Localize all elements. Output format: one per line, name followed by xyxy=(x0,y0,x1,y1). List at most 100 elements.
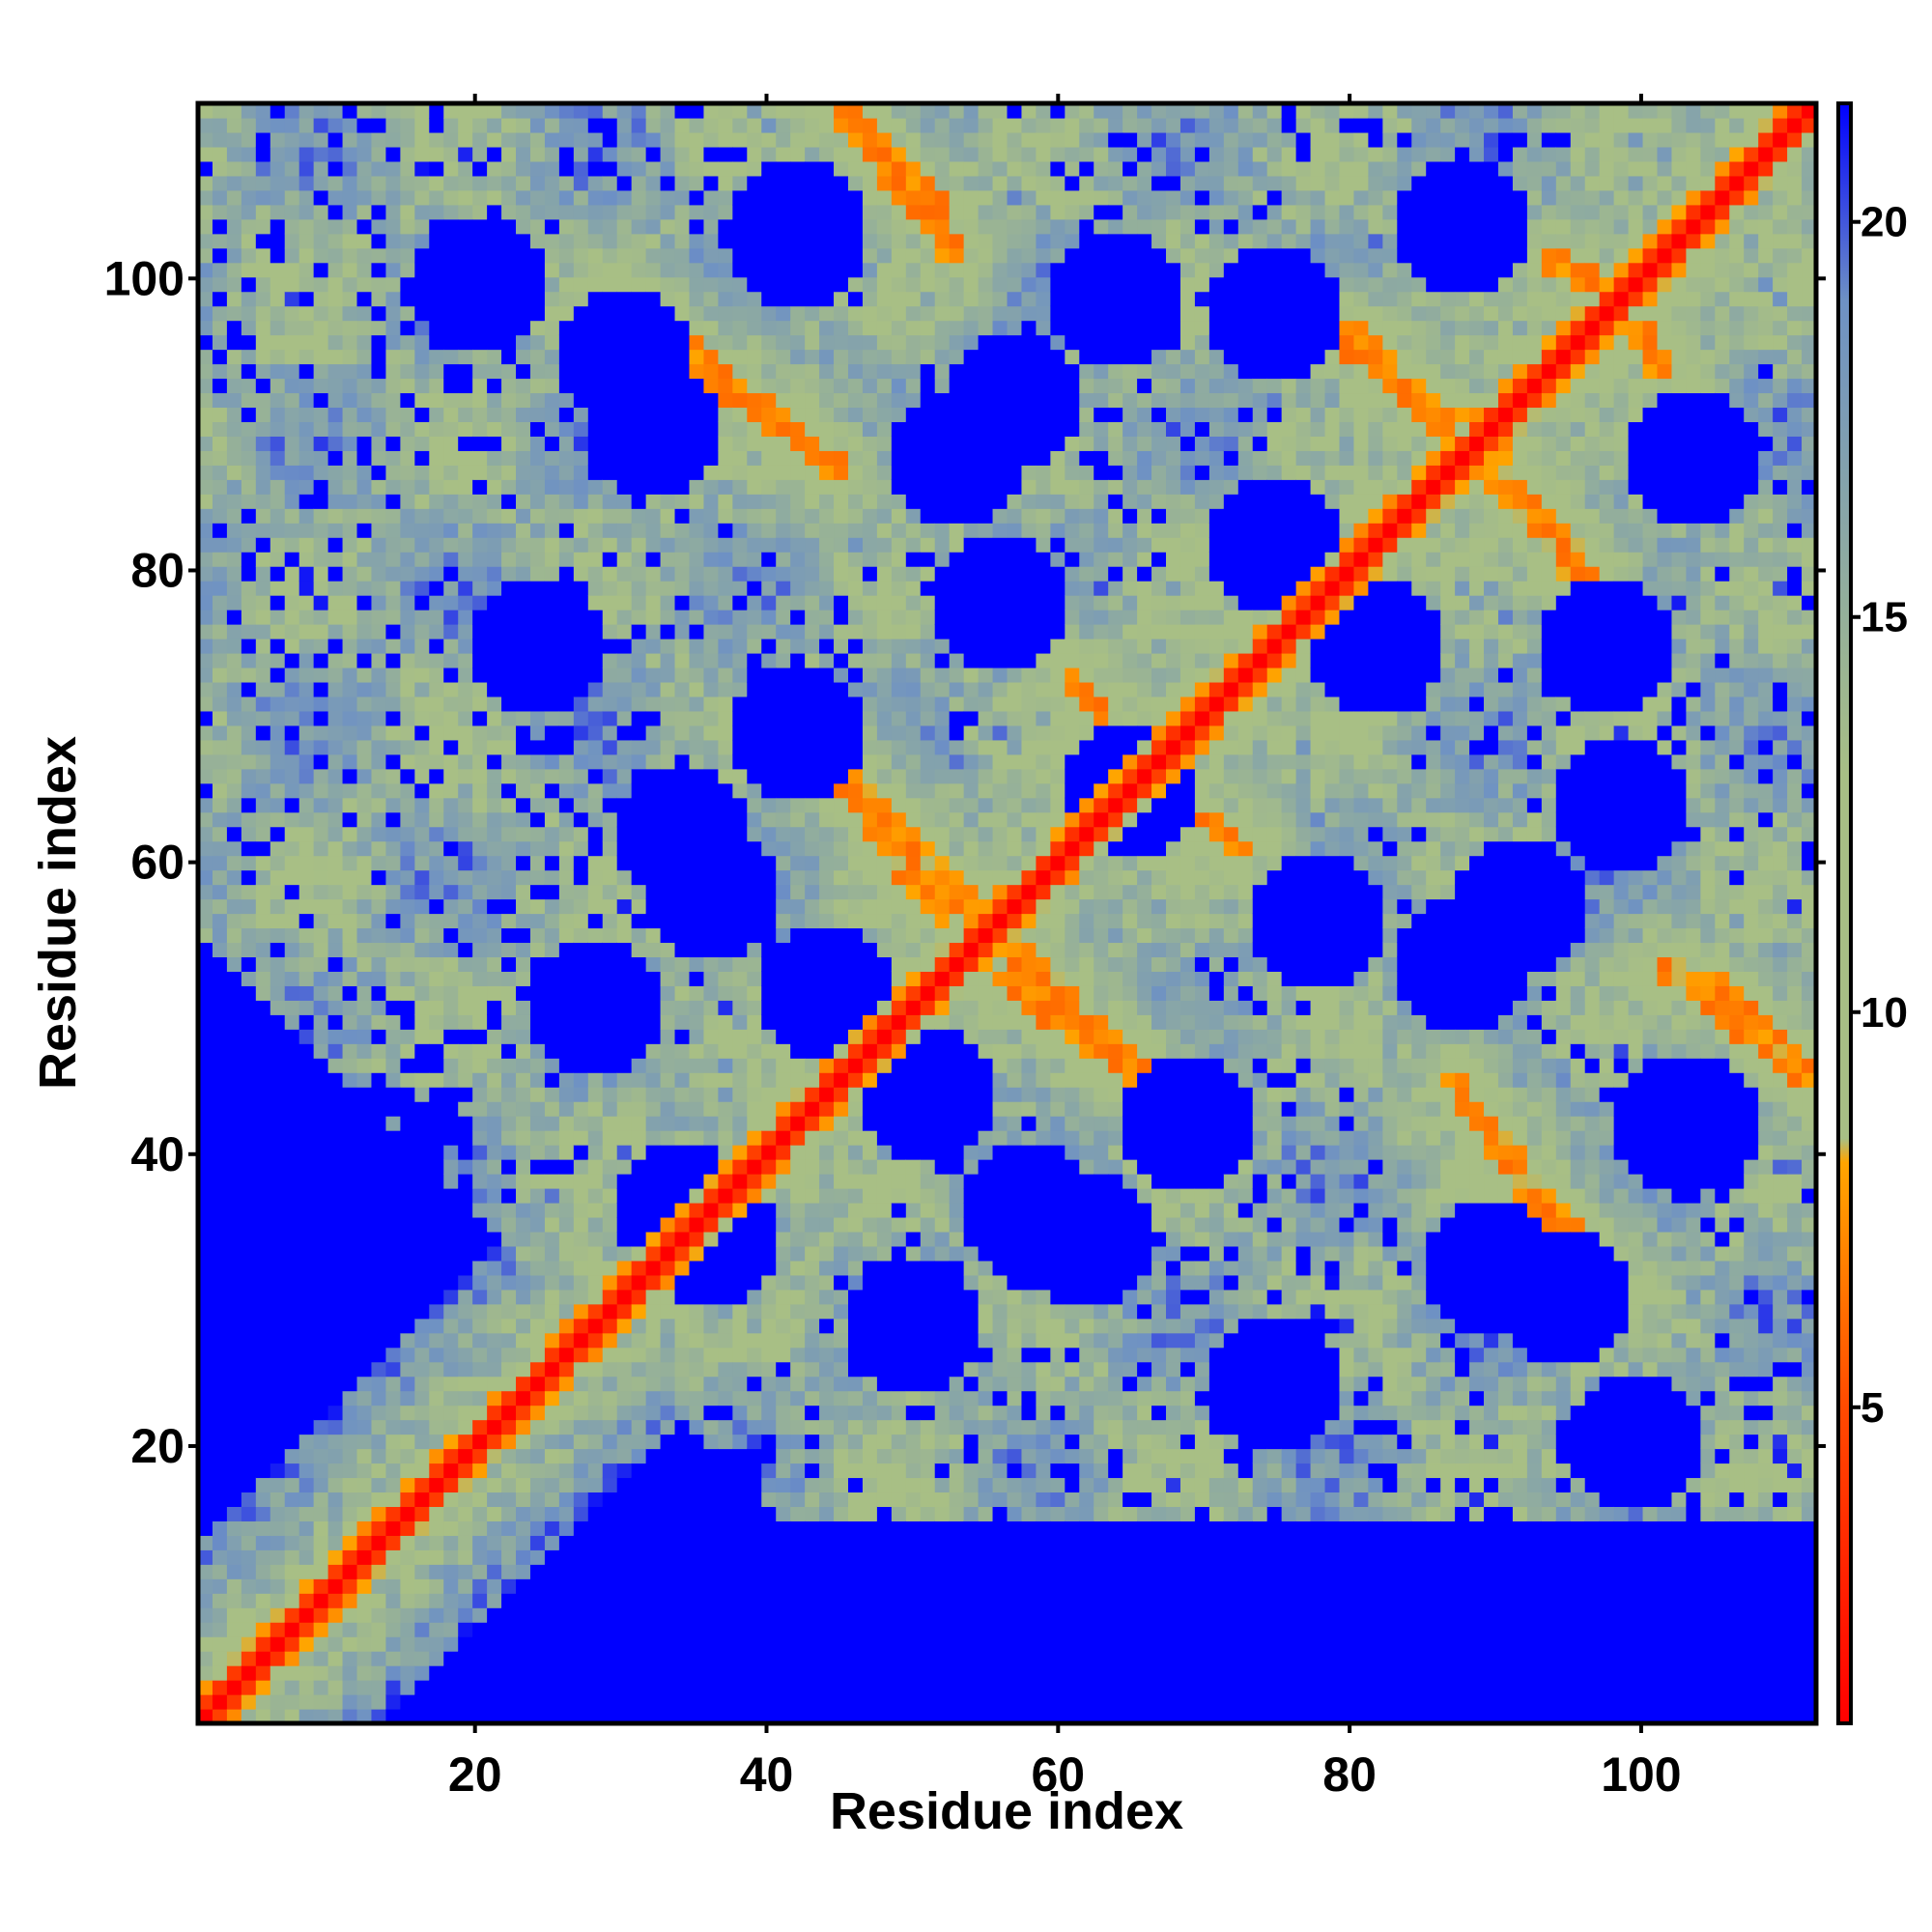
heatmap-cell xyxy=(356,566,373,582)
heatmap-cell xyxy=(443,1390,459,1406)
heatmap-cell xyxy=(327,1000,344,1015)
heatmap-cell xyxy=(371,884,387,900)
heatmap-cell xyxy=(718,537,733,553)
heatmap-cell xyxy=(674,494,691,509)
heatmap-cell xyxy=(356,913,373,929)
heatmap-cell xyxy=(327,1578,344,1594)
heatmap-cell xyxy=(660,1101,676,1117)
heatmap-cell xyxy=(487,160,502,177)
heatmap-cell xyxy=(819,639,835,654)
heatmap-cell xyxy=(212,1289,228,1305)
heatmap-cell xyxy=(529,218,546,235)
heatmap-cell xyxy=(255,1318,271,1334)
heatmap-cell xyxy=(385,1216,401,1233)
heatmap-cell xyxy=(313,1058,329,1073)
heatmap-cell xyxy=(284,942,300,958)
heatmap-cell xyxy=(385,305,401,322)
heatmap-cell xyxy=(616,1405,633,1421)
heatmap-cell xyxy=(400,942,415,958)
heatmap-cell xyxy=(298,1101,315,1117)
heatmap-cell xyxy=(747,739,762,755)
heatmap-cell xyxy=(472,305,488,322)
heatmap-cell xyxy=(689,1651,705,1666)
heatmap-cell xyxy=(284,1622,300,1637)
heatmap-cell xyxy=(487,1419,502,1435)
heatmap-cell xyxy=(805,1607,820,1623)
heatmap-cell xyxy=(776,595,791,611)
heatmap-cell xyxy=(718,1361,733,1378)
heatmap-cell xyxy=(674,797,691,813)
heatmap-cell xyxy=(400,971,415,986)
heatmap-cell xyxy=(400,1434,415,1450)
heatmap-cell xyxy=(327,1419,344,1435)
heatmap-cell xyxy=(226,160,242,177)
heatmap-cell xyxy=(313,1130,329,1146)
heatmap-cell xyxy=(212,552,228,567)
heatmap-cell xyxy=(573,610,589,625)
heatmap-cell xyxy=(241,1405,257,1421)
heatmap-cell xyxy=(212,1680,228,1695)
heatmap-cell xyxy=(472,189,488,206)
heatmap-cell xyxy=(313,131,329,148)
heatmap-cell xyxy=(198,1087,213,1102)
heatmap-cell xyxy=(385,247,401,264)
heatmap-cell xyxy=(284,1087,300,1102)
heatmap-cell xyxy=(414,1419,430,1435)
heatmap-cell xyxy=(703,349,719,365)
heatmap-cell xyxy=(342,1376,358,1392)
heatmap-cell xyxy=(516,624,531,639)
heatmap-cell xyxy=(371,1549,387,1565)
heatmap-cell xyxy=(429,1390,444,1406)
heatmap-cell xyxy=(226,1216,242,1233)
heatmap-cell xyxy=(429,436,444,451)
heatmap-cell xyxy=(660,305,676,322)
heatmap-cell xyxy=(703,1607,719,1623)
heatmap-cell xyxy=(761,855,777,871)
heatmap-cell xyxy=(616,117,633,133)
heatmap-cell xyxy=(573,1578,589,1594)
heatmap-cell xyxy=(544,305,560,322)
heatmap-cell xyxy=(631,595,647,611)
heatmap-cell xyxy=(747,1549,762,1565)
heatmap-cell xyxy=(414,1000,430,1015)
heatmap-cell xyxy=(516,985,531,1001)
heatmap-cell xyxy=(703,305,719,322)
heatmap-cell xyxy=(313,811,329,828)
heatmap-cell xyxy=(660,1419,676,1435)
heatmap-cell xyxy=(443,1216,459,1233)
heatmap-cell xyxy=(819,1029,835,1044)
heatmap-cell xyxy=(631,175,647,191)
heatmap-cell xyxy=(472,1187,488,1204)
heatmap-cell xyxy=(776,262,791,278)
heatmap-cell xyxy=(255,1202,271,1218)
heatmap-cell xyxy=(429,1361,444,1378)
heatmap-cell xyxy=(400,1274,415,1291)
heatmap-cell xyxy=(241,797,257,813)
heatmap-cell xyxy=(313,1477,329,1493)
heatmap-cell xyxy=(776,1245,791,1262)
heatmap-cell xyxy=(198,753,213,770)
heatmap-cell xyxy=(371,797,387,813)
heatmap-cell xyxy=(255,479,271,495)
heatmap-cell xyxy=(602,1174,618,1189)
heatmap-cell xyxy=(443,1245,459,1262)
heatmap-cell xyxy=(255,1578,271,1594)
heatmap-cell xyxy=(819,1202,835,1218)
heatmap-cell xyxy=(529,146,546,162)
heatmap-cell xyxy=(805,1477,820,1493)
heatmap-cell xyxy=(645,624,662,639)
heatmap-cell xyxy=(805,1549,820,1565)
heatmap-cell xyxy=(298,1000,315,1015)
heatmap-cell xyxy=(587,1332,604,1349)
heatmap-cell xyxy=(819,1434,835,1450)
heatmap-cell xyxy=(805,1390,820,1406)
heatmap-cell xyxy=(616,494,633,509)
heatmap-cell xyxy=(776,189,791,206)
heatmap-cell xyxy=(602,363,618,380)
heatmap-cell xyxy=(298,1477,315,1493)
heatmap-cell xyxy=(298,826,315,842)
heatmap-cell xyxy=(805,1492,820,1507)
heatmap-cell xyxy=(703,595,719,611)
heatmap-cell xyxy=(529,1607,546,1623)
heatmap-cell xyxy=(356,334,373,351)
